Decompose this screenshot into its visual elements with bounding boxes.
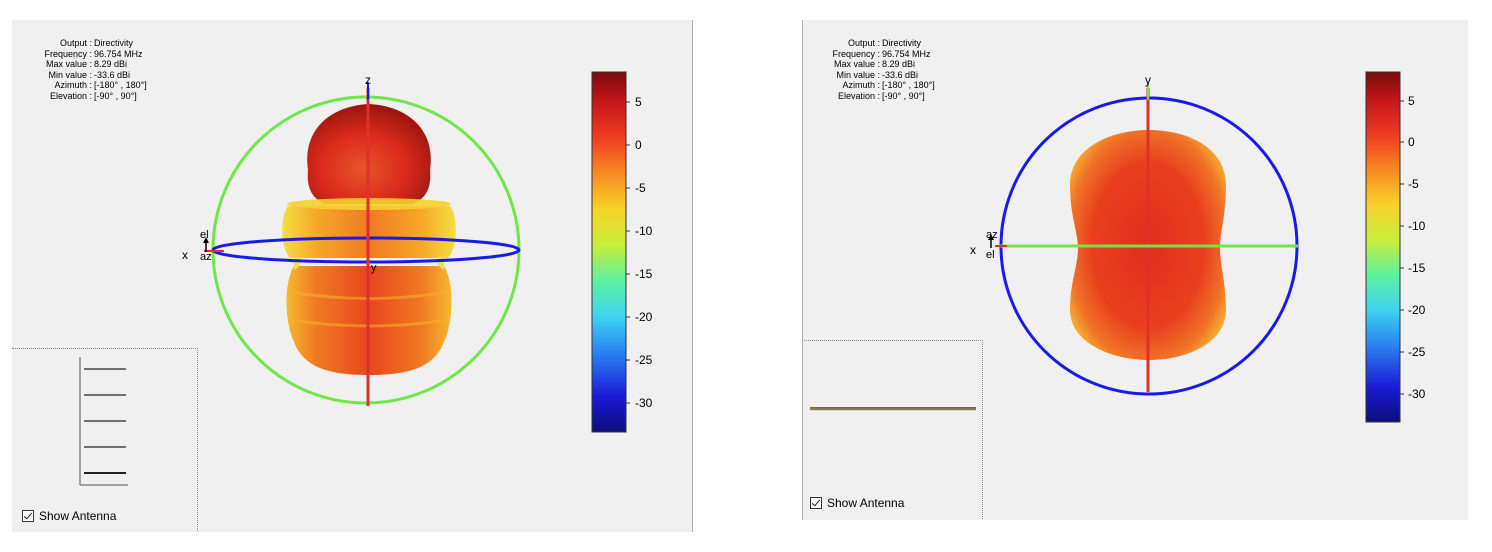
right-cb-tick: -20 xyxy=(1408,303,1426,317)
info-value: [-180° , 180°] xyxy=(882,80,935,90)
info-value: [-90° , 90°] xyxy=(94,90,137,101)
info-key: Min value : xyxy=(836,69,880,80)
info-value: Directivity xyxy=(94,38,134,48)
left-cb-tick: -20 xyxy=(635,310,653,324)
info-value: Directivity xyxy=(882,38,922,48)
info-key: Output : xyxy=(847,38,880,48)
right-panel-border xyxy=(802,20,803,520)
right-orientation-glyph: az el xyxy=(986,229,998,261)
left-colorbar xyxy=(591,71,627,433)
left-pattern-canvas[interactable]: z x y el az 5 0 -5 -10 -15 -20 -25 xyxy=(12,20,692,532)
right-info-block: Output : Directivity Frequency :96.754 MH… xyxy=(820,38,935,101)
right-cb-tick: 5 xyxy=(1408,94,1415,108)
right-cb-tick: -10 xyxy=(1408,219,1426,233)
right-orient-az: az xyxy=(986,229,998,241)
left-info-block: Output : Directivity Frequency :96.754 MH… xyxy=(32,38,147,101)
left-azimuth-ring xyxy=(211,236,521,264)
left-cb-tick: -5 xyxy=(635,181,646,195)
show-antenna-label: Show Antenna xyxy=(39,509,117,523)
info-key: Min value : xyxy=(48,69,92,80)
right-pattern-panel: y x az el 5 0 -5 -10 -15 -20 -25 -30 xyxy=(802,20,1468,520)
info-key: Output : xyxy=(59,38,92,48)
show-antenna-label: Show Antenna xyxy=(827,496,905,510)
right-cb-tick: 0 xyxy=(1408,135,1415,149)
left-axis-label-x: x xyxy=(182,248,188,262)
info-key: Elevation : xyxy=(49,90,92,101)
left-cb-tick: 0 xyxy=(635,138,642,152)
info-value: 8.29 dBi xyxy=(882,59,916,69)
info-value: [-90° , 90°] xyxy=(882,90,925,101)
left-cb-tick: -15 xyxy=(635,267,653,281)
right-orient-el: el xyxy=(986,249,995,261)
left-show-antenna-checkbox[interactable]: Show Antenna xyxy=(22,509,116,523)
info-key: Frequency : xyxy=(44,48,92,59)
info-value: 8.29 dBi xyxy=(94,59,128,69)
left-antenna-preview xyxy=(12,348,198,532)
left-axis-label-z: z xyxy=(365,73,371,87)
info-key: Max value : xyxy=(833,59,880,69)
right-show-antenna-checkbox[interactable]: Show Antenna xyxy=(810,496,904,510)
info-key: Max value : xyxy=(45,59,92,69)
right-colorbar-ticks: 5 0 -5 -10 -15 -20 -25 -30 xyxy=(1400,94,1426,401)
left-antenna-drawing xyxy=(79,357,128,486)
checkbox-checked-icon[interactable] xyxy=(22,510,34,522)
left-orient-az: az xyxy=(200,251,212,263)
left-axis-label-y: y xyxy=(371,262,377,274)
left-radiation-pattern xyxy=(282,104,456,375)
left-pattern-panel: z x y el az 5 0 -5 -10 -15 -20 -25 xyxy=(12,20,692,532)
info-key: Elevation : xyxy=(837,90,880,101)
info-value: 96.754 MHz xyxy=(882,48,931,59)
right-colorbar xyxy=(1365,71,1401,423)
left-cb-tick: -30 xyxy=(635,396,653,410)
right-pattern-canvas[interactable]: y x az el 5 0 -5 -10 -15 -20 -25 -30 xyxy=(802,20,1468,520)
checkbox-checked-icon[interactable] xyxy=(810,497,822,509)
info-key: Azimuth : xyxy=(842,80,880,90)
left-panel-border xyxy=(692,20,693,532)
info-key: Azimuth : xyxy=(54,80,92,90)
right-cb-tick: -15 xyxy=(1408,261,1426,275)
info-value: -33.6 dBi xyxy=(882,69,919,80)
right-axis-label-y: y xyxy=(1145,73,1151,87)
info-value: [-180° , 180°] xyxy=(94,80,147,90)
right-cb-tick: -30 xyxy=(1408,387,1426,401)
right-antenna-drawing xyxy=(810,407,976,411)
left-orientation-glyph: el az xyxy=(200,229,212,263)
left-cb-tick: -25 xyxy=(635,353,653,367)
right-cb-tick: -25 xyxy=(1408,345,1426,359)
info-value: 96.754 MHz xyxy=(94,48,143,59)
right-axis-label-x: x xyxy=(970,243,976,257)
right-cb-tick: -5 xyxy=(1408,177,1419,191)
left-cb-tick: 5 xyxy=(635,95,642,109)
left-cb-tick: -10 xyxy=(635,224,653,238)
info-key: Frequency : xyxy=(832,48,880,59)
right-antenna-preview xyxy=(802,340,983,520)
left-colorbar-ticks: 5 0 -5 -10 -15 -20 -25 -30 xyxy=(626,95,653,410)
info-value: -33.6 dBi xyxy=(94,69,131,80)
left-orient-el: el xyxy=(200,229,209,241)
